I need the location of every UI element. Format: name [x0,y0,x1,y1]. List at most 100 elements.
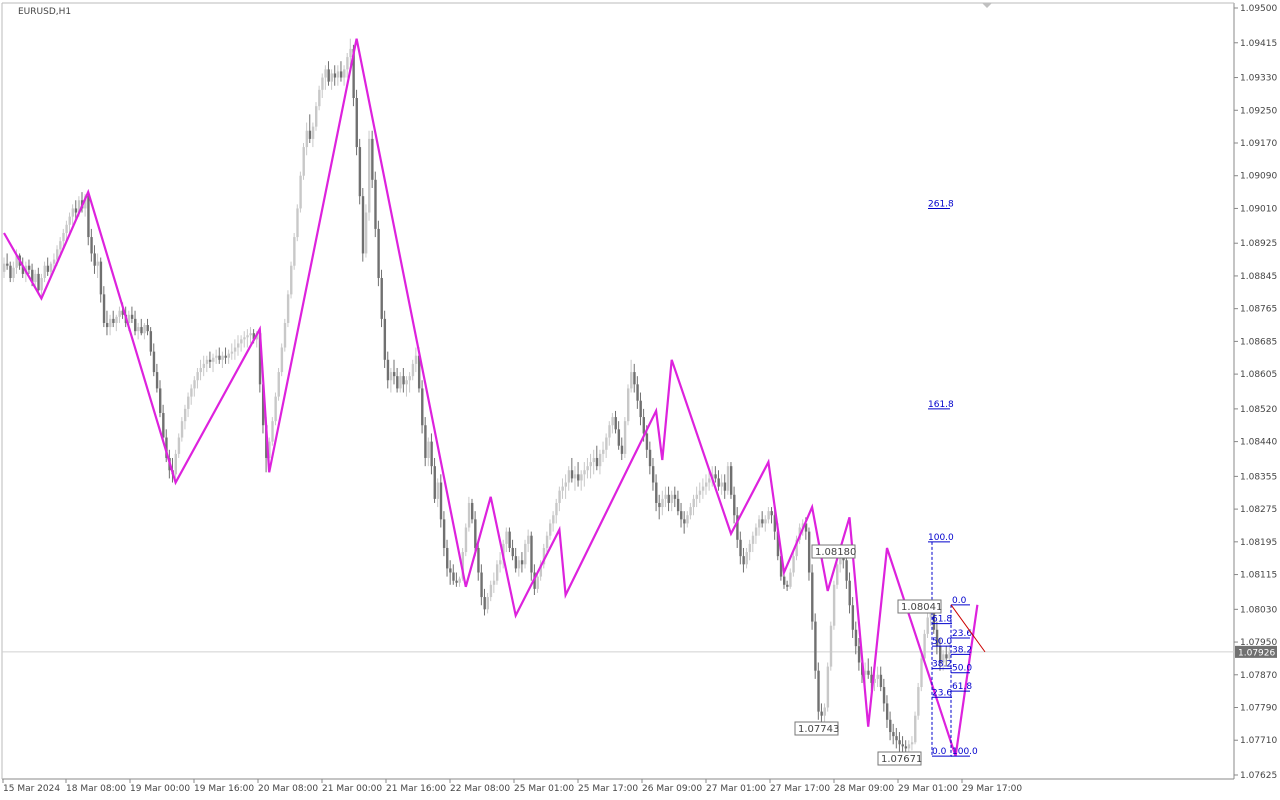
candle-body [77,200,81,213]
candle-body [564,482,567,487]
candle-body [558,490,561,503]
candle-body [187,396,190,409]
candle-body [661,498,664,508]
candle-body [452,572,455,581]
candle-body [99,261,103,295]
candle-body [458,578,461,583]
candle-body [318,89,321,107]
trend-line [950,604,986,653]
candle-body [165,437,168,458]
candle-body [870,674,873,683]
candle-body [932,613,936,630]
fib-retracement-label: 38.2 [952,645,972,655]
candle-body [823,707,826,716]
candle-body [321,77,324,90]
candle-body [118,310,121,317]
candle-body [514,556,518,569]
candle-body [832,584,836,626]
candle-body [268,441,271,458]
price-label-box [811,544,856,559]
symbol-title: EURUSD,H1 [18,7,71,17]
candle-body [820,711,823,716]
candle-body [464,527,468,553]
candle-body [56,249,59,260]
candles [3,38,951,757]
candle-body [736,515,739,540]
candle-body [449,568,452,573]
candle-body [59,241,62,250]
candle-body [617,429,621,446]
candle-body [174,453,177,475]
candle-body [873,678,876,683]
candle-body [377,228,380,278]
candle-body [630,372,633,389]
candle-body [143,325,146,334]
fib-retracement-label: 61.8 [932,615,952,625]
candle-body [196,372,199,381]
candle-body [364,212,368,254]
candle-body [402,376,405,385]
shift-marker-icon[interactable] [982,3,992,8]
candle-body [380,277,383,319]
candle-body [280,347,284,373]
fib-retracement-label: 38.2 [932,660,952,670]
candle-body [876,674,879,679]
zigzag-line [3,38,979,757]
candle-body [580,474,583,481]
candle-body [237,343,240,348]
x-tick-label: 28 Mar 09:00 [834,784,894,794]
candle-body [783,576,786,585]
candle-body [3,263,6,272]
candle-body [910,742,914,745]
x-tick-label: 19 Mar 16:00 [194,784,254,794]
candle-body [792,556,795,573]
x-tick-label: 27 Mar 17:00 [770,784,830,794]
candle-body [46,265,50,272]
y-tick-label: 1.08605 [1240,370,1277,380]
candle-body [405,380,408,385]
candle-body [708,478,711,483]
y-tick-label: 1.08440 [1240,438,1277,448]
candle-body [942,654,945,663]
candle-body [258,333,262,385]
candle-body [180,421,184,438]
x-tick-label: 29 Mar 17:00 [962,784,1022,794]
x-tick-label: 15 Mar 2024 [3,784,60,794]
candle-body [923,633,926,659]
candle-body [602,449,605,454]
candle-body [346,57,349,70]
candle-body [748,543,752,553]
y-tick-label: 1.09010 [1240,204,1277,214]
candle-body [801,523,805,528]
current-price-text: 1.07926 [1238,648,1275,658]
candle-body [127,314,131,323]
candle-body [233,347,237,352]
candle-body [614,417,617,430]
fib-extension-label: 161.8 [928,400,954,410]
candle-body [109,318,112,328]
candle-body [689,507,692,516]
candle-body [848,580,851,606]
candle-body [218,355,221,360]
x-tick-label: 26 Mar 09:00 [642,784,702,794]
candle-body [9,265,12,278]
candle-body [670,494,674,503]
candle-body [742,556,745,565]
candle-body [358,147,362,197]
fib-retracement-label: 50.0 [932,637,952,647]
candle-body [729,466,733,495]
candle-body [751,535,755,544]
candle-body [62,232,65,242]
y-tick-label: 1.07870 [1240,671,1277,681]
y-tick-label: 1.08275 [1240,505,1277,515]
candle-body [633,372,636,385]
fib-retracement-label: 61.8 [952,682,972,692]
candle-body [929,613,933,618]
y-tick-label: 1.08685 [1240,337,1277,347]
candle-body [49,263,53,272]
candle-body [349,48,352,58]
candle-body [885,703,889,720]
candle-body [686,515,689,524]
y-tick-label: 1.07710 [1240,736,1277,746]
